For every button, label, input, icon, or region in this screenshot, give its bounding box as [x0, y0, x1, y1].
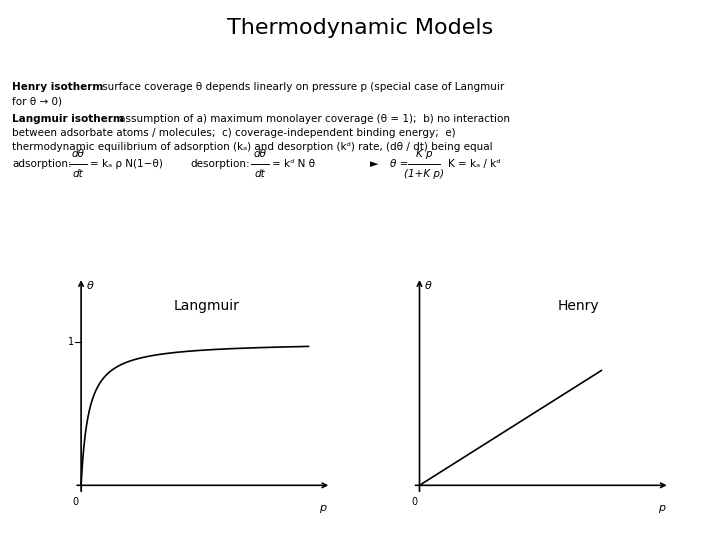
Text: thermodynamic equilibrium of adsorption (kₐ) and desorption (kᵈ) rate, (dθ / dt): thermodynamic equilibrium of adsorption … [12, 142, 492, 152]
Text: between adsorbate atoms / molecules;  c) coverage-independent binding energy;  e: between adsorbate atoms / molecules; c) … [12, 128, 456, 138]
Text: dt: dt [73, 169, 84, 179]
Text: 0: 0 [73, 497, 78, 507]
Text: 1: 1 [68, 337, 74, 347]
Text: 0: 0 [411, 497, 417, 507]
Text: dθ: dθ [71, 149, 84, 159]
Text: ►: ► [370, 159, 379, 169]
Text: θ: θ [426, 281, 432, 292]
Text: desorption:: desorption: [190, 159, 250, 169]
Text: (1+K p): (1+K p) [404, 169, 444, 179]
Text: p: p [658, 503, 665, 512]
Text: K p: K p [415, 149, 432, 159]
Text: dt: dt [255, 169, 266, 179]
Text: :  assumption of a) maximum monolayer coverage (θ = 1);  b) no interaction: : assumption of a) maximum monolayer cov… [109, 114, 510, 124]
Text: adsorption:: adsorption: [12, 159, 71, 169]
Text: :  surface coverage θ depends linearly on pressure p (special case of Langmuir: : surface coverage θ depends linearly on… [92, 82, 504, 92]
Text: p: p [320, 503, 327, 512]
Text: = kₐ ρ N(1−θ): = kₐ ρ N(1−θ) [90, 159, 163, 169]
Text: Henry isotherm: Henry isotherm [12, 82, 103, 92]
Text: dθ: dθ [253, 149, 266, 159]
Text: Henry: Henry [558, 299, 600, 313]
Text: Thermodynamic Models: Thermodynamic Models [227, 18, 493, 38]
Text: K = kₐ / kᵈ: K = kₐ / kᵈ [448, 159, 500, 169]
Text: θ: θ [87, 281, 94, 292]
Text: for θ → 0): for θ → 0) [12, 96, 62, 106]
Text: θ =: θ = [390, 159, 408, 169]
Text: Langmuir: Langmuir [174, 299, 239, 313]
Text: Langmuir isotherm: Langmuir isotherm [12, 114, 124, 124]
Text: = kᵈ N θ: = kᵈ N θ [272, 159, 315, 169]
